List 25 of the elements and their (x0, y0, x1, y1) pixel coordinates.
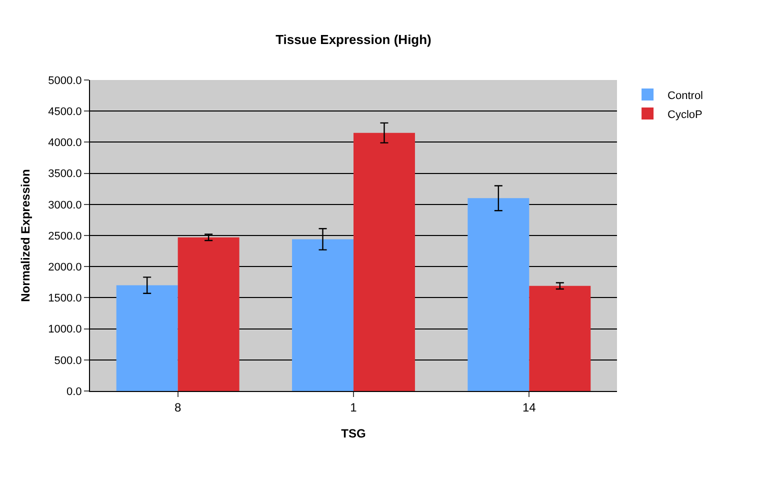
legend-label: Control (668, 90, 704, 102)
y-tick-label: 3500.0 (48, 168, 82, 180)
bar (292, 239, 354, 391)
legend-label: CycloP (668, 108, 702, 121)
y-tick-label: 2000.0 (48, 261, 82, 274)
y-tick-label: 4000.0 (48, 137, 82, 150)
y-tick-label: 5000.0 (48, 74, 82, 87)
y-tick-label: 2500.0 (48, 230, 82, 242)
y-tick-label: 3000.0 (48, 199, 82, 212)
y-axis-title: Normalized Expression (18, 169, 32, 302)
x-axis-title: TSG (341, 426, 366, 440)
bar (468, 198, 530, 391)
x-tick-label: 14 (522, 400, 536, 414)
y-tick-label: 500.0 (54, 354, 82, 367)
bar (529, 286, 591, 391)
y-tick-label: 0.0 (66, 386, 82, 398)
y-tick-label: 1000.0 (48, 324, 82, 336)
bar (178, 237, 240, 391)
y-tick-label: 1500.0 (48, 292, 82, 305)
bar (116, 285, 178, 391)
chart-title: Tissue Expression (High) (276, 32, 432, 48)
x-tick-label: 8 (174, 400, 182, 414)
bar (354, 132, 415, 391)
y-tick-label: 4500.0 (48, 106, 82, 118)
x-tick-label: 1 (350, 400, 358, 414)
